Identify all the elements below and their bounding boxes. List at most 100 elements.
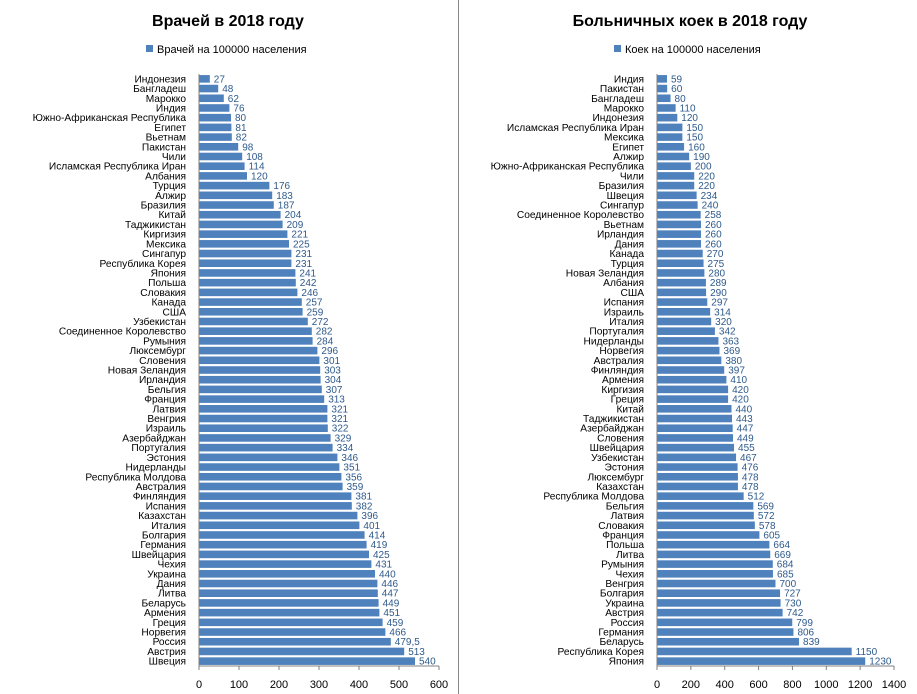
bar-7 [199, 133, 232, 141]
value-label: 260 [705, 239, 722, 250]
value-label: 257 [306, 298, 323, 309]
category-label: Венгрия [147, 414, 186, 425]
value-label: 449 [383, 598, 400, 609]
category-label: Люксембург [587, 471, 644, 483]
category-label: Словения [139, 356, 186, 367]
category-label: Латвия [611, 511, 644, 522]
category-label: Израиль [604, 307, 644, 318]
category-label: Болгария [600, 589, 644, 600]
category-label: Нидерланды [126, 463, 186, 474]
bar-2 [657, 84, 668, 93]
bar-26 [199, 317, 308, 326]
category-label: Дания [157, 579, 186, 590]
category-label: Испания [604, 298, 644, 309]
bar-49 [657, 540, 770, 549]
category-label: Италия [151, 521, 186, 532]
x-tick-label: 1000 [814, 679, 838, 691]
category-label: Албания [603, 277, 644, 289]
category-label: Дания [615, 239, 644, 250]
value-label: 81 [235, 123, 247, 134]
bar-58 [199, 628, 386, 636]
category-label: Украина [605, 598, 644, 609]
category-label: Индия [614, 74, 644, 85]
bar-10 [199, 162, 245, 170]
category-label: Ирландия [597, 230, 644, 241]
bar-30 [657, 356, 722, 365]
bar-40 [657, 453, 737, 462]
category-label: Бельгия [606, 501, 644, 512]
value-label: 313 [328, 395, 345, 406]
bar-53 [657, 579, 776, 588]
bar-5 [657, 113, 678, 122]
category-label: Индонезия [592, 113, 644, 124]
value-label: 234 [701, 191, 718, 202]
category-label: Узбекистан [591, 452, 644, 464]
category-label: Вьетнам [604, 220, 644, 231]
hospital-beds-chart: Больничных коек в 2018 году Коек на 10000… [491, 13, 907, 691]
bar-31 [199, 366, 321, 374]
value-label: 459 [387, 618, 404, 629]
value-label: 304 [325, 375, 342, 386]
bar-61 [657, 657, 866, 665]
value-label: 466 [389, 628, 406, 639]
value-label: 1230 [869, 657, 892, 668]
value-label: 700 [780, 579, 797, 590]
value-label: 449 [737, 433, 754, 444]
category-label: Румыния [601, 560, 644, 571]
doctors-chart: Врачей в 2018 году Врачей на 100000 насел… [33, 13, 449, 691]
value-label: 414 [369, 530, 386, 541]
bar-6 [657, 123, 683, 132]
value-label: 48 [222, 84, 234, 95]
category-label: Литва [616, 550, 644, 561]
value-label: 220 [698, 171, 715, 182]
value-label: 290 [710, 288, 727, 299]
category-label: Канада [151, 298, 186, 309]
bar-16 [657, 220, 702, 229]
bar-1 [199, 75, 210, 83]
category-label: Румыния [143, 336, 186, 347]
bar-52 [199, 570, 375, 578]
bar-4 [199, 104, 230, 112]
category-label: Пакистан [142, 142, 186, 153]
bar-55 [199, 599, 379, 607]
value-label: 275 [708, 259, 725, 270]
bar-21 [199, 269, 296, 277]
bar-32 [657, 375, 727, 384]
bar-53 [199, 579, 378, 588]
bar-25 [199, 307, 303, 316]
value-label: 321 [331, 404, 348, 415]
value-label: 363 [722, 336, 739, 347]
bar-23 [199, 288, 298, 297]
value-label: 187 [278, 201, 295, 212]
value-label: 204 [285, 210, 302, 221]
value-label: 272 [312, 317, 329, 328]
category-label: Латвия [153, 404, 186, 415]
bar-22 [657, 278, 706, 287]
bar-59 [657, 637, 800, 646]
bar-37 [657, 424, 733, 433]
value-label: 258 [705, 210, 722, 221]
value-label: 742 [787, 608, 804, 619]
x-tick-label: 500 [390, 679, 408, 691]
bar-27 [199, 327, 312, 335]
bar-18 [657, 240, 702, 248]
category-label: Германия [598, 628, 644, 639]
category-label: Франция [602, 530, 644, 541]
category-label: Литва [158, 589, 186, 600]
value-label: 307 [326, 385, 343, 396]
bar-47 [657, 521, 755, 530]
category-label: Испания [146, 501, 186, 512]
category-label: Индонезия [134, 74, 186, 85]
bar-11 [657, 172, 695, 180]
bar-59 [199, 637, 391, 646]
category-label: Албания [145, 170, 186, 182]
value-label: 225 [293, 239, 310, 250]
value-label: 240 [702, 201, 719, 212]
category-label: Австралия [136, 482, 186, 493]
category-label: Пакистан [600, 84, 644, 95]
value-label: 190 [693, 152, 710, 163]
x-tick-label: 300 [310, 679, 328, 691]
category-label: Азербайджан [580, 423, 644, 435]
value-label: 806 [797, 628, 814, 639]
